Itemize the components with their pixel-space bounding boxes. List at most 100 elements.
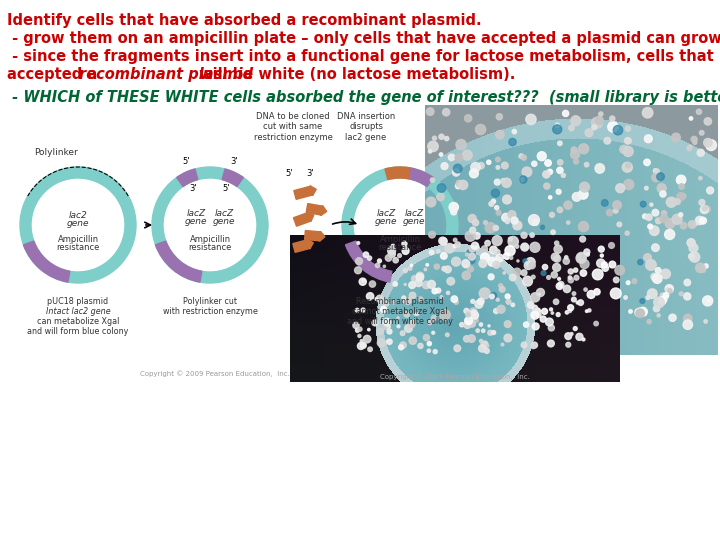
Circle shape	[362, 279, 365, 281]
Circle shape	[464, 265, 467, 268]
Circle shape	[699, 131, 704, 135]
Circle shape	[598, 118, 603, 123]
Circle shape	[477, 298, 484, 305]
Circle shape	[653, 306, 660, 312]
Circle shape	[571, 116, 580, 126]
Circle shape	[663, 293, 669, 298]
Circle shape	[701, 267, 706, 272]
Circle shape	[377, 328, 384, 335]
Text: will be white (no lactose metabolism).: will be white (no lactose metabolism).	[194, 67, 515, 82]
Circle shape	[642, 107, 653, 118]
Text: Identify cells that have absorbed a recombinant plasmid.: Identify cells that have absorbed a reco…	[7, 13, 482, 28]
Circle shape	[599, 112, 603, 116]
Circle shape	[701, 206, 708, 213]
Circle shape	[482, 246, 487, 252]
Circle shape	[356, 328, 359, 332]
Circle shape	[475, 300, 483, 308]
Circle shape	[696, 217, 703, 225]
Circle shape	[468, 214, 476, 222]
Circle shape	[539, 293, 540, 295]
Circle shape	[428, 231, 436, 238]
Circle shape	[440, 309, 450, 320]
Circle shape	[397, 325, 400, 328]
Circle shape	[423, 281, 430, 289]
Circle shape	[613, 201, 621, 210]
Circle shape	[454, 345, 461, 352]
Text: with restriction enzyme: with restriction enzyme	[163, 307, 258, 316]
Circle shape	[416, 313, 418, 315]
Circle shape	[377, 259, 382, 263]
Circle shape	[580, 270, 587, 276]
Circle shape	[399, 345, 403, 350]
Circle shape	[616, 184, 625, 193]
Circle shape	[613, 125, 623, 135]
Circle shape	[564, 256, 568, 259]
Circle shape	[497, 305, 505, 313]
Text: Intact lac2 gene: Intact lac2 gene	[45, 307, 110, 316]
Circle shape	[625, 231, 629, 235]
Circle shape	[495, 179, 500, 185]
Circle shape	[694, 222, 697, 226]
Circle shape	[557, 160, 563, 165]
Circle shape	[646, 260, 656, 270]
Circle shape	[466, 312, 471, 317]
Circle shape	[434, 264, 439, 269]
Text: resistance: resistance	[56, 242, 99, 252]
Circle shape	[472, 242, 479, 249]
Circle shape	[357, 241, 360, 245]
Circle shape	[496, 166, 500, 169]
Circle shape	[665, 230, 675, 240]
Circle shape	[402, 296, 405, 300]
Circle shape	[405, 246, 407, 248]
Circle shape	[505, 294, 510, 299]
Circle shape	[499, 284, 503, 288]
Circle shape	[385, 255, 392, 261]
Circle shape	[688, 145, 692, 149]
Circle shape	[703, 206, 710, 213]
Circle shape	[355, 308, 359, 312]
Circle shape	[669, 314, 676, 321]
Circle shape	[580, 236, 585, 242]
Circle shape	[361, 342, 366, 348]
Circle shape	[505, 220, 509, 224]
Circle shape	[552, 253, 559, 261]
Circle shape	[397, 317, 399, 319]
Circle shape	[613, 208, 618, 213]
FancyArrow shape	[305, 231, 325, 241]
Circle shape	[532, 323, 539, 330]
Circle shape	[408, 266, 412, 270]
Circle shape	[414, 313, 416, 315]
Circle shape	[499, 286, 505, 292]
Text: recombinant plasmid: recombinant plasmid	[79, 67, 253, 82]
Circle shape	[594, 321, 598, 326]
Circle shape	[532, 219, 539, 225]
Circle shape	[471, 312, 479, 319]
Circle shape	[563, 258, 570, 264]
Wedge shape	[156, 241, 202, 282]
Circle shape	[469, 257, 475, 264]
Circle shape	[672, 214, 682, 224]
Circle shape	[472, 312, 474, 316]
Circle shape	[454, 245, 456, 248]
Circle shape	[679, 292, 683, 296]
Circle shape	[558, 281, 564, 287]
Circle shape	[428, 280, 436, 288]
Circle shape	[557, 207, 563, 213]
Circle shape	[649, 226, 659, 235]
Circle shape	[426, 197, 436, 207]
Circle shape	[613, 277, 619, 283]
Text: DNA to be cloned
cut with same
restriction enzyme: DNA to be cloned cut with same restricti…	[253, 112, 333, 142]
Circle shape	[437, 249, 440, 253]
Circle shape	[620, 145, 628, 153]
Text: lacZ: lacZ	[215, 208, 233, 218]
Circle shape	[491, 199, 495, 204]
Circle shape	[501, 179, 505, 183]
Circle shape	[579, 144, 589, 154]
Circle shape	[409, 322, 415, 327]
Circle shape	[432, 288, 438, 294]
Circle shape	[502, 213, 510, 222]
Circle shape	[644, 135, 652, 143]
Circle shape	[367, 256, 372, 260]
Circle shape	[652, 210, 659, 216]
Circle shape	[624, 138, 631, 144]
